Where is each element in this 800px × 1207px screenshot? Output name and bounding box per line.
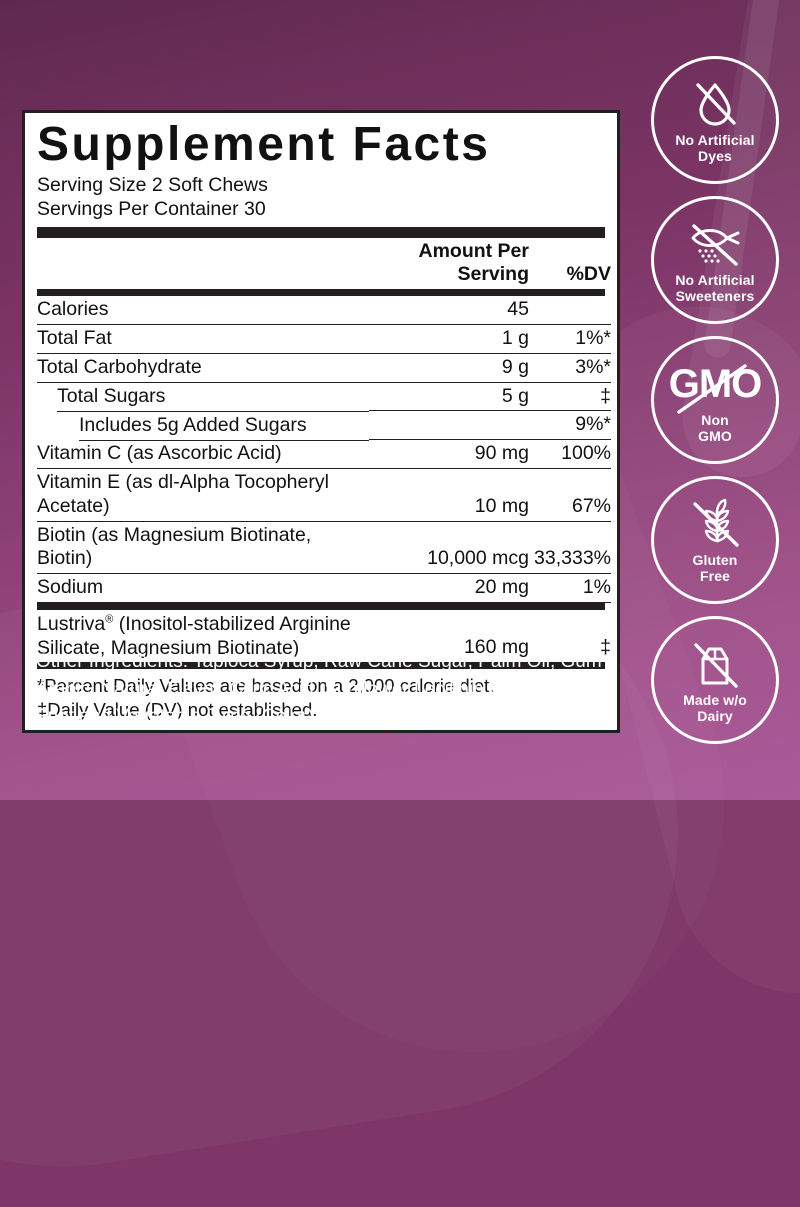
table-row: Calories 45 [37, 296, 611, 326]
badge-made-without-dairy: Made w/o Dairy [651, 616, 779, 744]
nutrient-dv [529, 296, 611, 326]
nutrient-amount: 45 [369, 296, 529, 326]
table-row: Total Sugars 5 g ‡ [37, 382, 611, 412]
no-artificial-sweeteners-icon [685, 216, 745, 272]
page-title: Supplement Facts [37, 118, 491, 171]
nutrient-name: Total Carbohydrate [37, 353, 369, 383]
footnotes: *Percent Daily Values are based on a 2,0… [37, 669, 605, 722]
nutrient-amount: 1 g [369, 324, 529, 354]
registered-mark: ® [105, 613, 114, 626]
rule-above-blend [37, 602, 605, 610]
rule-under-header [37, 289, 605, 297]
blend-name-rest: (Inositol-stabilized Arginine [113, 612, 351, 635]
nutrient-amount: 10,000 mcg [369, 521, 529, 575]
nutrient-dv: 1%* [529, 324, 611, 354]
table-row: Vitamin C (as Ascorbic Acid) 90 mg 100% [37, 439, 611, 469]
column-header-name [37, 238, 369, 290]
nutrient-dv: ‡ [529, 382, 611, 412]
blend-dv: ‡ [600, 636, 611, 659]
footnote-dv-not-established: ‡Daily Value (DV) not established. [37, 699, 318, 721]
made-without-dairy-icon [687, 636, 743, 692]
nutrient-name: Biotin (as Magnesium Biotinate, Biotin) [37, 521, 369, 575]
rule-thick-top [37, 226, 605, 238]
servings-per-container: Servings Per Container 30 [37, 198, 266, 221]
badge-non-gmo: GMO Non GMO [651, 336, 779, 464]
other-ingredients: Other Ingredients: Tapioca Syrup, Raw Ca… [36, 651, 615, 728]
table-row: Vitamin E (as dl-Alpha Tocopheryl Acetat… [37, 468, 611, 522]
blend-table: Lustriva® (Inositol-stabilized Arginine … [37, 610, 611, 662]
nutrient-dv: 1% [529, 573, 611, 603]
table-row: Sodium 20 mg 1% [37, 573, 611, 603]
badge-label: Made w/o Dairy [683, 692, 747, 724]
table-header-row: Amount Per Serving %DV [37, 238, 611, 290]
nutrient-dv: 9%* [529, 410, 611, 441]
nutrient-name: Total Sugars [37, 382, 369, 412]
nutrient-amount: 9 g [369, 353, 529, 383]
nutrient-dv: 33,333% [529, 521, 611, 575]
badge-no-artificial-dyes: No Artificial Dyes [651, 56, 779, 184]
badge-label: Gluten Free [692, 552, 738, 584]
column-header-amount: Amount Per Serving [418, 239, 529, 286]
footnote-daily-values: *Percent Daily Values are based on a 2,0… [37, 675, 495, 697]
nutrient-name: Calories [37, 296, 369, 326]
table-row: Biotin (as Magnesium Biotinate, Biotin) 1… [37, 521, 611, 575]
nutrient-name: Vitamin E (as dl-Alpha Tocopheryl Acetat… [37, 468, 369, 522]
nutrient-amount [369, 410, 529, 441]
nutrient-dv: 3%* [529, 353, 611, 383]
badge-gluten-free: Gluten Free [651, 476, 779, 604]
gmo-text: GMO [668, 362, 763, 407]
nutrient-amount: 10 mg [369, 468, 529, 522]
nutrient-name: Sodium [37, 573, 369, 603]
nutrient-dv: 67% [529, 468, 611, 522]
nutrient-name: Total Fat [37, 324, 369, 354]
nutrient-amount: 5 g [369, 382, 529, 412]
blend-name-line1: Lustriva [37, 612, 106, 635]
rule-below-blend [37, 662, 605, 670]
table-row: Total Fat 1 g 1%* [37, 324, 611, 354]
table-row: Includes 5g Added Sugars 9%* [37, 410, 611, 442]
blend-amount: 160 mg [463, 636, 529, 659]
nutrient-amount: 90 mg [369, 439, 529, 469]
nutrient-rows-table: Calories 45 Total Fat 1 g 1%* Total Carbohydr… [37, 296, 611, 603]
serving-size: Serving Size 2 Soft Chews [37, 173, 268, 196]
column-header-dv: %DV [566, 263, 611, 286]
nutrition-table: Amount Per Serving %DV [37, 238, 611, 290]
blend-name-line2: Silicate, Magnesium Biotinate) [37, 637, 300, 660]
nutrient-dv: 100% [529, 439, 611, 469]
table-row-blend: Lustriva® (Inositol-stabilized Arginine … [37, 610, 611, 662]
badge-no-artificial-sweeteners: No Artificial Sweeteners [651, 196, 779, 324]
gluten-free-icon [687, 496, 743, 552]
non-gmo-icon: GMO [668, 356, 763, 414]
nutrient-amount: 20 mg [369, 573, 529, 603]
nutrient-name: Vitamin C (as Ascorbic Acid) [37, 439, 369, 469]
supplement-facts-panel: Supplement Facts Serving Size 2 Soft Che… [22, 110, 620, 734]
badge-label: No Artificial Dyes [675, 132, 755, 164]
badge-label: Non GMO [698, 412, 732, 444]
blend-name-cell: Lustriva® (Inositol-stabilized Arginine … [37, 610, 369, 662]
no-artificial-dyes-icon [687, 76, 743, 132]
nutrient-name: Includes 5g Added Sugars [37, 411, 369, 442]
table-row: Total Carbohydrate 9 g 3%* [37, 353, 611, 383]
badge-label: No Artificial Sweeteners [675, 272, 755, 304]
